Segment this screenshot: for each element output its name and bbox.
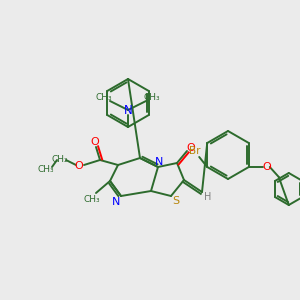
Text: N: N <box>112 197 120 207</box>
Text: S: S <box>172 196 180 206</box>
Text: CH₃: CH₃ <box>96 92 112 101</box>
Text: Br: Br <box>190 146 201 156</box>
Text: CH₃: CH₃ <box>38 166 54 175</box>
Text: O: O <box>91 137 99 147</box>
Text: O: O <box>187 143 195 153</box>
Text: H: H <box>204 192 212 202</box>
Text: O: O <box>75 161 83 171</box>
Text: N: N <box>155 157 163 167</box>
Text: CH₂: CH₂ <box>52 154 68 164</box>
Text: O: O <box>262 162 271 172</box>
Text: CH₃: CH₃ <box>84 194 100 203</box>
Text: N: N <box>124 103 132 116</box>
Text: CH₃: CH₃ <box>144 92 160 101</box>
